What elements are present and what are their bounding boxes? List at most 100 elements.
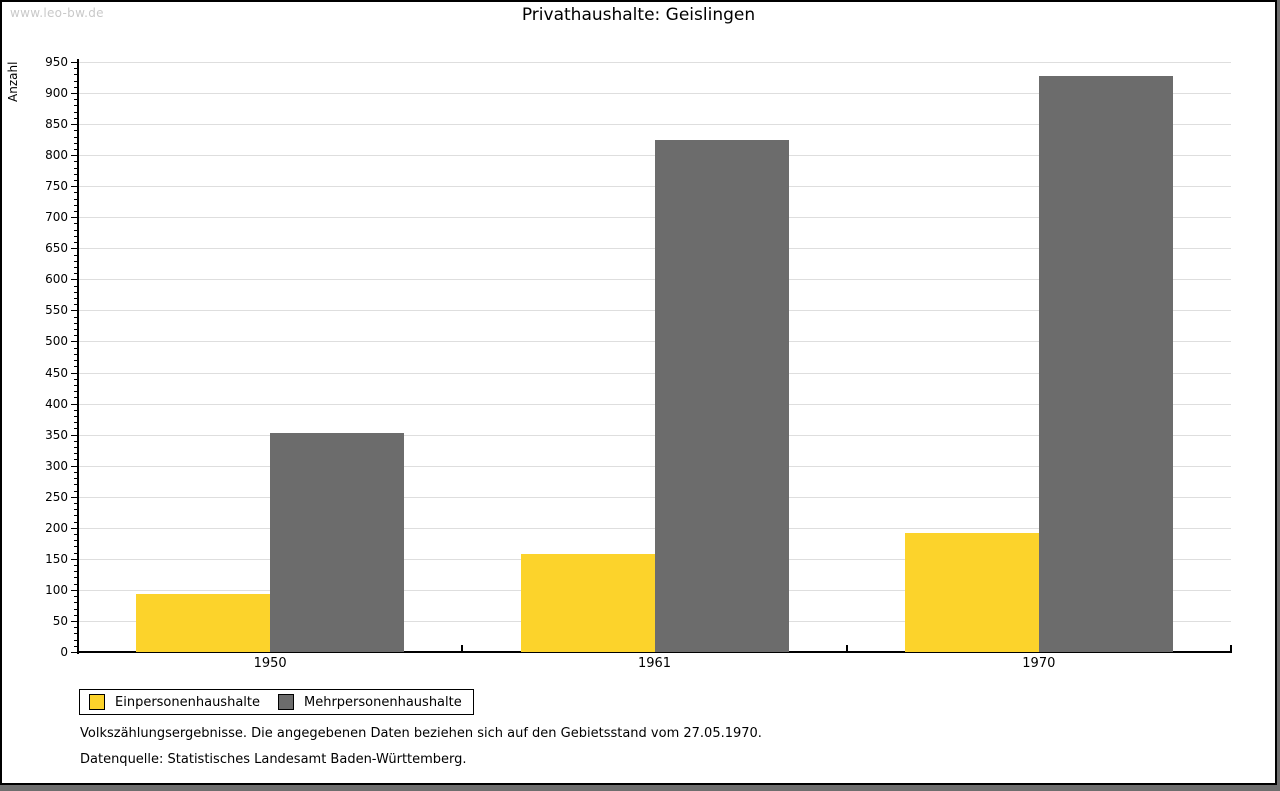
y-minor-tick: [74, 502, 78, 504]
y-minor-tick: [74, 173, 78, 175]
x-axis-line: [77, 651, 1232, 653]
y-major-tick: [71, 155, 78, 157]
y-minor-tick: [74, 211, 78, 213]
y-major-tick: [71, 652, 78, 653]
y-tick-label: 150: [45, 551, 68, 566]
y-major-tick: [71, 217, 78, 219]
footnote-census: Volkszählungsergebnisse. Die angegebenen…: [80, 726, 762, 741]
y-major-tick: [71, 248, 78, 250]
y-minor-tick: [74, 447, 78, 449]
y-tick-label: 450: [45, 365, 68, 380]
y-minor-tick: [74, 397, 78, 399]
bar-mehrpersonenhaushalte-1970: [1038, 75, 1173, 652]
y-tick-label: 300: [45, 458, 68, 473]
y-minor-tick: [74, 571, 78, 573]
y-minor-tick: [74, 614, 78, 616]
legend-label: Mehrpersonenhaushalte: [304, 694, 462, 710]
y-minor-tick: [74, 490, 78, 492]
y-tick-label: 700: [45, 210, 68, 225]
y-minor-tick: [74, 74, 78, 76]
y-tick-label: 550: [45, 303, 68, 318]
y-tick-label: 100: [45, 582, 68, 597]
y-minor-tick: [74, 242, 78, 244]
y-minor-tick: [74, 192, 78, 194]
y-minor-tick: [74, 180, 78, 181]
x-category-label: 1970: [1022, 656, 1056, 671]
y-minor-tick: [74, 416, 78, 417]
y-gridline: [79, 124, 1231, 126]
y-minor-tick: [74, 552, 78, 554]
y-tick-label: 950: [45, 55, 68, 69]
y-tick-label: 650: [45, 241, 68, 256]
y-minor-tick: [74, 633, 78, 635]
bar-einpersonenhaushalte-1961: [520, 553, 655, 652]
y-minor-tick: [74, 422, 78, 424]
y-minor-tick: [74, 198, 78, 200]
y-axis-line: [77, 59, 79, 654]
bar-mehrpersonenhaushalte-1950: [270, 433, 405, 652]
x-boundary-tick: [1230, 645, 1232, 652]
y-major-tick: [71, 465, 78, 467]
y-minor-tick: [74, 360, 78, 362]
y-tick-label: 200: [45, 520, 68, 535]
y-minor-tick: [74, 266, 78, 268]
bar-mehrpersonenhaushalte-1961: [654, 140, 789, 652]
y-tick-label: 750: [45, 179, 68, 194]
y-major-tick: [71, 186, 78, 188]
y-major-tick: [71, 93, 78, 95]
y-major-tick: [71, 124, 78, 126]
y-minor-tick: [74, 117, 78, 119]
bar-einpersonenhaushalte-1950: [136, 594, 271, 652]
y-minor-tick: [74, 602, 78, 604]
y-tick-label: 800: [45, 148, 68, 163]
y-minor-tick: [74, 304, 78, 306]
y-minor-tick: [74, 347, 78, 349]
y-minor-tick: [74, 148, 78, 150]
y-minor-tick: [74, 298, 78, 299]
y-minor-tick: [74, 80, 78, 82]
legend-item-mehrpersonenhaushalte: Mehrpersonenhaushalte: [278, 694, 462, 710]
y-minor-tick: [74, 509, 78, 511]
y-minor-tick: [74, 136, 78, 138]
y-major-tick: [71, 527, 78, 529]
y-minor-tick: [74, 440, 78, 442]
y-minor-tick: [74, 515, 78, 517]
y-gridline: [79, 62, 1231, 63]
y-minor-tick: [74, 565, 78, 567]
y-tick-label: 250: [45, 489, 68, 504]
y-major-tick: [71, 372, 78, 374]
y-minor-tick: [74, 273, 78, 275]
y-tick-label: 350: [45, 427, 68, 442]
y-minor-tick: [74, 260, 78, 262]
y-tick-label: 500: [45, 334, 68, 349]
y-minor-tick: [74, 291, 78, 293]
x-category-label: 1961: [637, 656, 672, 671]
x-boundary-tick: [461, 645, 464, 652]
y-minor-tick: [74, 471, 78, 473]
y-minor-tick: [74, 167, 78, 169]
x-boundary-tick: [77, 645, 79, 652]
y-minor-tick: [74, 285, 78, 287]
y-minor-tick: [74, 546, 78, 548]
y-minor-tick: [74, 204, 78, 206]
y-minor-tick: [74, 521, 78, 523]
y-minor-tick: [74, 229, 78, 231]
y-minor-tick: [74, 254, 78, 256]
y-tick-label: 0: [60, 645, 68, 659]
y-minor-tick: [74, 459, 78, 461]
y-minor-tick: [74, 353, 78, 355]
y-major-tick: [71, 589, 78, 591]
legend-color-swatch-einpersonenhaushalte: [89, 694, 105, 710]
y-minor-tick: [74, 478, 78, 480]
y-axis-label: Anzahl: [6, 61, 20, 102]
y-tick-label: 900: [45, 86, 68, 101]
y-minor-tick: [74, 86, 78, 88]
y-tick-label: 400: [45, 396, 68, 411]
y-minor-tick: [74, 142, 78, 144]
y-minor-tick: [74, 322, 78, 324]
y-minor-tick: [74, 384, 78, 386]
y-minor-tick: [74, 484, 78, 486]
y-minor-tick: [74, 453, 78, 455]
y-minor-tick: [74, 639, 78, 641]
